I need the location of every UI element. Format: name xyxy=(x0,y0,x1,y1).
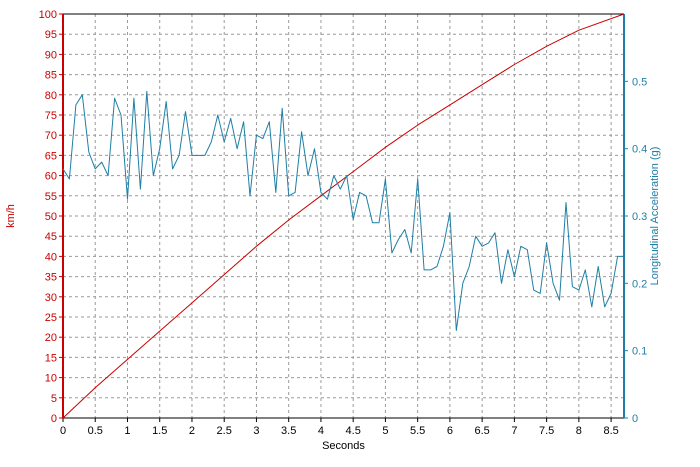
right-tick-label: 0.4 xyxy=(632,144,647,156)
x-tick-label: 6.5 xyxy=(474,425,489,437)
x-tick-label: 5.5 xyxy=(410,425,425,437)
left-axis-title: km/h xyxy=(5,204,17,228)
x-tick-label: 2 xyxy=(189,425,195,437)
left-tick-label: 60 xyxy=(45,171,57,183)
left-tick-label: 85 xyxy=(45,70,57,82)
right-tick-label: 0.3 xyxy=(632,211,647,223)
right-tick-label: 0.5 xyxy=(632,76,647,88)
x-tick-label: 3 xyxy=(253,425,259,437)
x-tick-label: 2.5 xyxy=(217,425,232,437)
left-tick-label: 65 xyxy=(45,150,57,162)
x-tick-label: 1.5 xyxy=(152,425,167,437)
tick-labels: 0 0.5 1 1.5 2 2.5 3 3.5 4 4.5 5 5.5 6 6.5 7 7.5 8 8.5 0 5 10… xyxy=(39,9,648,437)
left-tick-label: 100 xyxy=(39,9,57,21)
series-layer xyxy=(62,13,625,419)
left-tick-label: 40 xyxy=(45,251,57,263)
left-tick-label: 20 xyxy=(45,332,57,344)
x-tick-label: 7.5 xyxy=(539,425,554,437)
left-tick-label: 55 xyxy=(45,191,57,203)
x-tick-label: 6 xyxy=(447,425,453,437)
left-tick-label: 50 xyxy=(45,211,57,223)
left-tick-label: 45 xyxy=(45,231,57,243)
left-tick-label: 15 xyxy=(45,352,57,364)
speed-series-line xyxy=(62,13,625,419)
x-tick-label: 1 xyxy=(124,425,130,437)
left-tick-label: 80 xyxy=(45,90,57,102)
x-axis-title: Seconds xyxy=(322,440,365,452)
x-tick-label: 4 xyxy=(318,425,324,437)
axes xyxy=(59,13,628,422)
left-tick-label: 25 xyxy=(45,312,57,324)
left-tick-label: 35 xyxy=(45,272,57,284)
x-tick-label: 5 xyxy=(382,425,388,437)
left-tick-label: 0 xyxy=(51,413,57,425)
x-tick-label: 8 xyxy=(576,425,582,437)
right-tick-label: 0 xyxy=(632,413,638,425)
x-tick-label: 0.5 xyxy=(88,425,103,437)
x-tick-label: 0 xyxy=(60,425,66,437)
x-tick-label: 4.5 xyxy=(346,425,361,437)
left-tick-label: 90 xyxy=(45,49,57,61)
x-tick-label: 8.5 xyxy=(603,425,618,437)
left-tick-label: 30 xyxy=(45,292,57,304)
left-tick-label: 10 xyxy=(45,373,57,385)
right-axis-title: Longitudinal Acceleration (g) xyxy=(649,147,661,286)
right-tick-label: 0.1 xyxy=(632,346,647,358)
right-tick-label: 0.2 xyxy=(632,278,647,290)
acceleration-series-line xyxy=(62,90,624,331)
left-tick-label: 5 xyxy=(51,393,57,405)
x-tick-label: 3.5 xyxy=(281,425,296,437)
left-tick-label: 95 xyxy=(45,29,57,41)
x-tick-label: 7 xyxy=(511,425,517,437)
left-tick-label: 75 xyxy=(45,110,57,122)
left-tick-label: 70 xyxy=(45,130,57,142)
grid xyxy=(63,14,624,418)
